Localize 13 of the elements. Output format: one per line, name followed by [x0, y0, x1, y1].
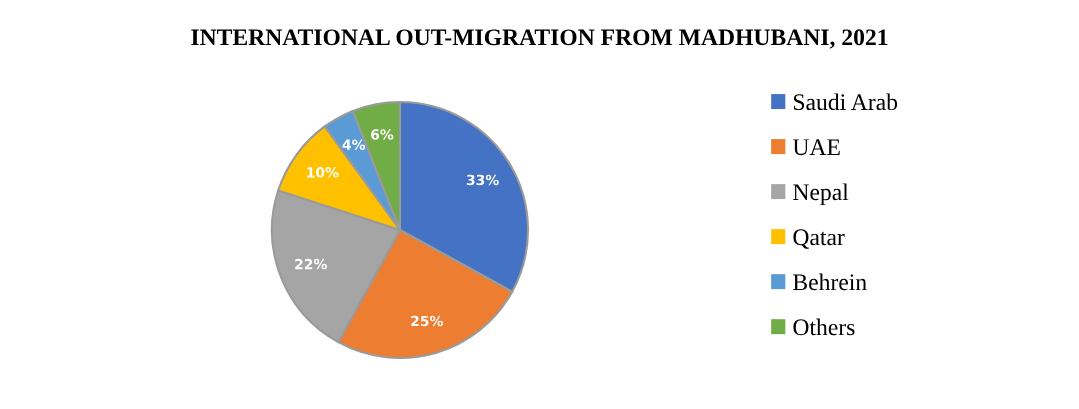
- legend-label: Qatar: [793, 229, 845, 249]
- legend-label: UAE: [792, 139, 840, 156]
- data-label: 22%: [295, 258, 327, 270]
- legend-label: Behrein: [793, 273, 867, 291]
- data-label: 10%: [307, 167, 339, 178]
- data-label: 33%: [466, 174, 499, 186]
- data-label: 6%: [371, 129, 394, 140]
- data-label: 25%: [411, 315, 443, 327]
- chart-title: INTERNATIONAL OUT-MIGRATION FROM MADHUBANI, 2021: [191, 29, 888, 49]
- legend-label: Others: [793, 318, 855, 336]
- data-label: 4%: [342, 139, 366, 150]
- legend-label: Saudi Arab: [793, 93, 898, 111]
- legend-label: Nepal: [793, 183, 849, 205]
